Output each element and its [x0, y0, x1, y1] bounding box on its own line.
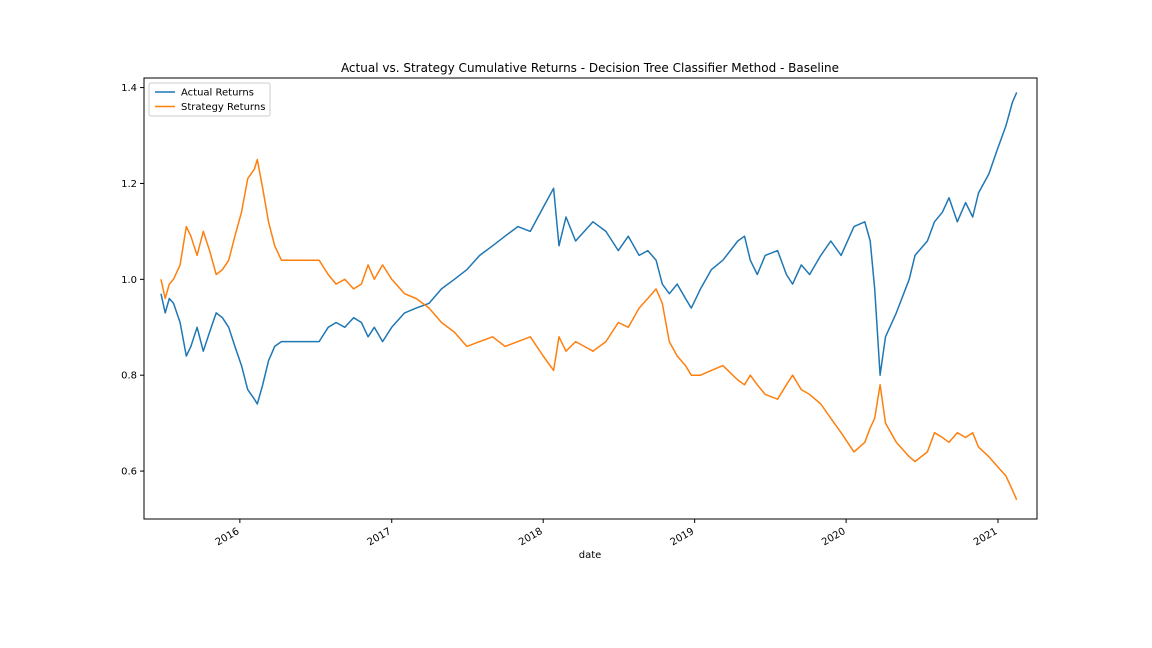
series-line-2 — [160, 158, 1018, 501]
x-tick-label: 2021 — [972, 526, 1000, 548]
y-tick-label: 0.8 — [121, 371, 137, 382]
plot-area — [143, 77, 1038, 520]
y-tick-label: 1.4 — [121, 83, 137, 94]
y-tick-label: 1.0 — [121, 275, 137, 286]
x-axis: 2016 2017 2018 2019 2020 2021 — [214, 519, 1000, 548]
series-line-1 — [160, 92, 1018, 405]
x-tick-label: 2018 — [517, 526, 545, 548]
series-group — [160, 92, 1018, 501]
y-axis: 0.6 0.8 1.0 1.2 1.4 — [121, 83, 144, 478]
chart-title: Actual vs. Strategy Cumulative Returns -… — [341, 61, 839, 75]
x-tick-label: 2020 — [820, 526, 848, 548]
x-tick-label: 2016 — [214, 526, 242, 548]
legend-label: Strategy Returns — [181, 102, 265, 113]
x-tick-label: 2019 — [669, 526, 697, 548]
legend-label: Actual Returns — [181, 88, 254, 99]
x-axis-label: date — [579, 550, 602, 561]
legend: Actual Returns Strategy Returns — [148, 82, 271, 117]
y-tick-label: 0.6 — [121, 467, 137, 478]
x-tick-label: 2017 — [366, 526, 394, 548]
plot-frame — [143, 77, 1038, 520]
y-tick-label: 1.2 — [121, 179, 137, 190]
legend-box — [148, 82, 271, 117]
